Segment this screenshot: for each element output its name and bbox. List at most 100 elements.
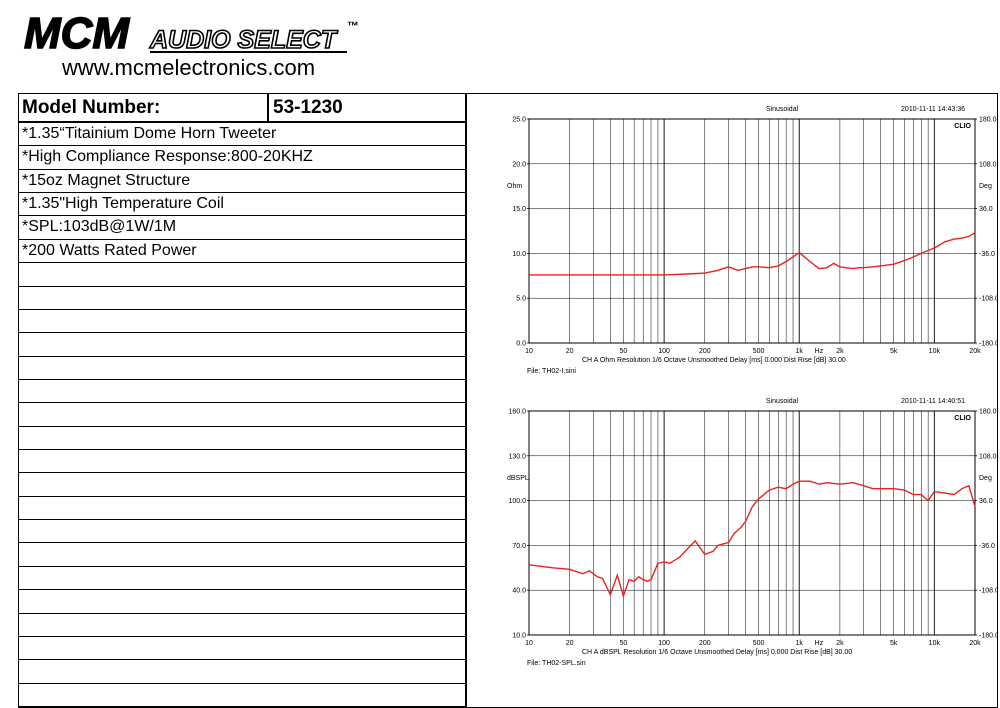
- y2-tick-label: -180.0: [979, 341, 997, 348]
- feature-row: *1.35“Titainium Dome Horn Tweeter: [19, 123, 465, 147]
- chart-timestamp: 2010-11-11 14:43:36: [901, 106, 965, 113]
- brand-label: CLIO: [954, 123, 971, 130]
- x-tick-label: 20: [566, 640, 574, 647]
- model-number-value: 53-1230: [267, 94, 343, 121]
- y-tick-label: 20.0: [512, 161, 526, 168]
- x-tick-label: 10: [525, 348, 533, 355]
- chart-footer: CH A Ohm Resolution 1/6 Octave Unsmoothe…: [582, 357, 846, 364]
- series-line: [529, 232, 976, 276]
- y-tick-label: 100.0: [508, 498, 526, 505]
- y-tick-label: 10.0: [512, 251, 526, 258]
- feature-row: *1.35"High Temperature Coil: [19, 193, 465, 217]
- empty-row: [19, 287, 465, 310]
- y2-tick-label: 108.0: [979, 161, 997, 168]
- spl-chart: Sinusoidal 2010-11-11 14:40:51 10.0 -180.0 4…: [507, 398, 997, 667]
- x-tick-label: 200: [699, 640, 711, 647]
- mcm-audio-select-logo: MCM AUDIO SELECT ™: [23, 8, 359, 56]
- x-tick-label: 10: [525, 640, 533, 647]
- x-tick-label: 2k: [836, 640, 844, 647]
- website-url: www.mcmelectronics.com: [62, 55, 316, 80]
- impedance-chart: Sinusoidal 2010-11-11 14:43:36 0.0 -180.0 5.…: [507, 106, 997, 375]
- chart-title: Sinusoidal: [766, 106, 799, 113]
- y-axis-label: dBSPL: [507, 475, 529, 482]
- x-tick-label: 1k: [796, 348, 804, 355]
- x-axis-unit: Hz: [815, 348, 824, 355]
- y-tick-label: 0.0: [516, 341, 526, 348]
- y2-tick-label: 108.0: [979, 453, 997, 460]
- svg-text:™: ™: [347, 19, 359, 33]
- y2-tick-label: -108.0: [979, 296, 997, 303]
- x-tick-label: 100: [658, 640, 670, 647]
- feature-row: *SPL:103dB@1W/1M: [19, 216, 465, 240]
- empty-row: [19, 403, 465, 427]
- chart-footer: CH A dBSPL Resolution 1/6 Octave Unsmoot…: [582, 649, 852, 656]
- y-tick-label: 160.0: [508, 409, 526, 416]
- x-tick-label: 200: [699, 348, 711, 355]
- empty-row: [19, 380, 465, 404]
- model-number-row: Model Number: 53-1230: [19, 94, 465, 123]
- empty-row: [19, 333, 465, 357]
- y2-tick-label: -180.0: [979, 633, 997, 640]
- y2-tick-label: 180.0: [979, 117, 997, 124]
- y-tick-label: 25.0: [512, 117, 526, 124]
- x-tick-label: 5k: [890, 640, 898, 647]
- x-tick-label: 5k: [890, 348, 898, 355]
- empty-row: [19, 660, 465, 684]
- x-tick-label: 10k: [929, 640, 941, 647]
- empty-row: [19, 590, 465, 614]
- y2-axis-label: Deg: [979, 475, 992, 482]
- svg-text:AUDIO SELECT: AUDIO SELECT: [149, 26, 339, 54]
- empty-row: [19, 567, 465, 591]
- empty-row: [19, 473, 465, 497]
- empty-row: [19, 684, 465, 707]
- empty-row: [19, 614, 465, 637]
- svg-text:MCM: MCM: [24, 9, 130, 56]
- x-tick-label: 2k: [836, 348, 844, 355]
- x-tick-label: 500: [753, 348, 765, 355]
- feature-row: *High Compliance Response:800-20KHZ: [19, 146, 465, 170]
- empty-row: [19, 450, 465, 474]
- x-tick-label: 50: [620, 640, 628, 647]
- x-tick-label: 50: [620, 348, 628, 355]
- y-tick-label: 70.0: [512, 543, 526, 550]
- feature-row: *200 Watts Rated Power: [19, 240, 465, 264]
- x-tick-label: 20: [566, 348, 574, 355]
- model-number-label: Model Number:: [22, 97, 161, 118]
- x-tick-label: 20k: [969, 640, 981, 647]
- y-tick-label: 15.0: [512, 206, 526, 213]
- y2-tick-label: 180.0: [979, 409, 997, 416]
- x-tick-label: 20k: [969, 348, 981, 355]
- y2-tick-label: -108.0: [979, 588, 997, 595]
- empty-row: [19, 543, 465, 567]
- empty-row: [19, 357, 465, 380]
- y-tick-label: 40.0: [512, 588, 526, 595]
- y-tick-label: 130.0: [508, 453, 526, 460]
- spec-table: Model Number: 53-1230 *1.35“Titainium Do…: [19, 94, 467, 707]
- chart-file-name: File: TH02-I.sini: [527, 368, 576, 375]
- empty-row: [19, 520, 465, 544]
- plot-frame: [528, 118, 976, 344]
- plot-frame: [528, 410, 976, 636]
- empty-row: [19, 263, 465, 287]
- y-tick-label: 10.0: [512, 633, 526, 640]
- y2-axis-label: Deg: [979, 183, 992, 190]
- spec-sheet: Model Number: 53-1230 *1.35“Titainium Do…: [18, 93, 998, 708]
- empty-row: [19, 637, 465, 661]
- x-tick-label: 10k: [929, 348, 941, 355]
- x-axis-unit: Hz: [815, 640, 824, 647]
- x-tick-label: 1k: [796, 640, 804, 647]
- y2-tick-label: -36.0: [979, 251, 995, 258]
- series-line: [528, 480, 976, 599]
- empty-row: [19, 427, 465, 451]
- y2-tick-label: -36.0: [979, 543, 995, 550]
- chart-file-name: File: TH02-SPL.sin: [527, 660, 586, 667]
- x-tick-label: 100: [658, 348, 670, 355]
- feature-row: *15oz Magnet Structure: [19, 170, 465, 194]
- y2-tick-label: 36.0: [979, 498, 993, 505]
- chart-title: Sinusoidal: [766, 398, 799, 405]
- empty-row: [19, 497, 465, 521]
- x-tick-label: 500: [753, 640, 765, 647]
- y-tick-label: 5.0: [516, 296, 526, 303]
- brand-label: CLIO: [954, 415, 971, 422]
- chart-timestamp: 2010-11-11 14:40:51: [901, 398, 965, 405]
